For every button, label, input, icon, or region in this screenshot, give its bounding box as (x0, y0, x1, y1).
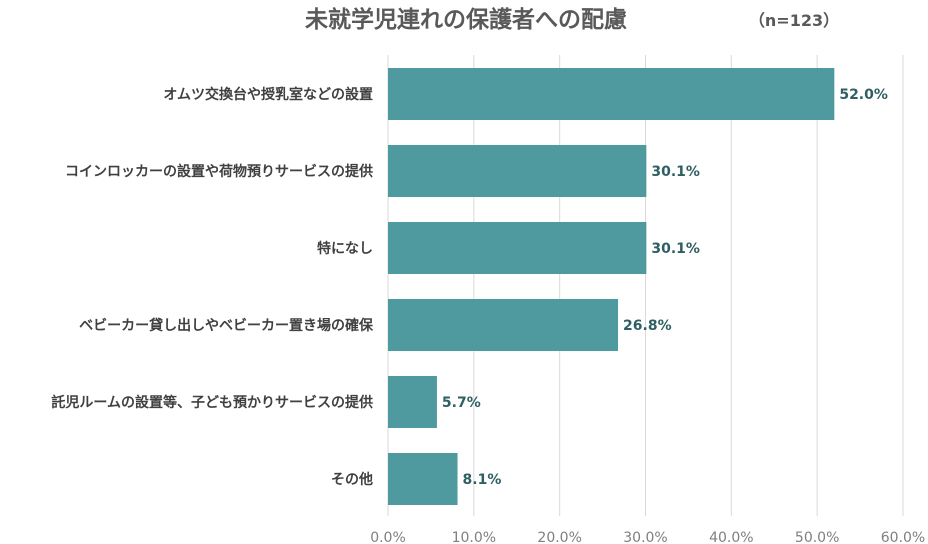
category-label: オムツ交換台や授乳室などの設置 (163, 86, 373, 103)
bar (388, 145, 647, 197)
x-tick-label: 50.0% (795, 530, 839, 544)
value-label: 30.1% (651, 241, 700, 257)
bar (388, 299, 619, 351)
bar (388, 68, 835, 120)
bar (388, 376, 437, 428)
x-tick-label: 0.0% (370, 530, 406, 544)
x-tick-label: 30.0% (623, 530, 667, 544)
x-tick-label: 60.0% (881, 530, 925, 544)
category-label: 特になし (317, 240, 373, 257)
chart-title: 未就学児連れの保護者への配慮 (305, 6, 627, 33)
category-label: ベビーカー貸し出しやベビーカー置き場の確保 (79, 317, 374, 334)
bar (388, 222, 647, 274)
x-tick-label: 10.0% (452, 530, 496, 544)
value-labels: 52.0% 30.1% 30.1% 26.8% 5.7% 8.1% (442, 87, 888, 488)
category-label: 託児ルームの設置等、子ども預かりサービスの提供 (51, 394, 373, 411)
bars (388, 68, 835, 505)
x-axis-ticks: 0.0% 10.0% 20.0% 30.0% 40.0% 50.0% 60.0% (370, 530, 925, 544)
category-label: その他 (331, 471, 373, 488)
value-label: 52.0% (839, 87, 888, 103)
value-label: 8.1% (463, 472, 502, 488)
x-tick-label: 40.0% (709, 530, 753, 544)
bar (388, 453, 458, 505)
gridlines (387, 55, 904, 516)
value-label: 30.1% (651, 164, 700, 180)
category-label: コインロッカーの設置や荷物預りサービスの提供 (65, 163, 373, 180)
value-label: 26.8% (623, 318, 672, 334)
sample-size-note: （n=123） (749, 11, 839, 30)
category-labels: オムツ交換台や授乳室などの設置コインロッカーの設置や荷物預りサービスの提供特にな… (51, 86, 374, 488)
value-label: 5.7% (442, 395, 481, 411)
x-tick-label: 20.0% (537, 530, 581, 544)
